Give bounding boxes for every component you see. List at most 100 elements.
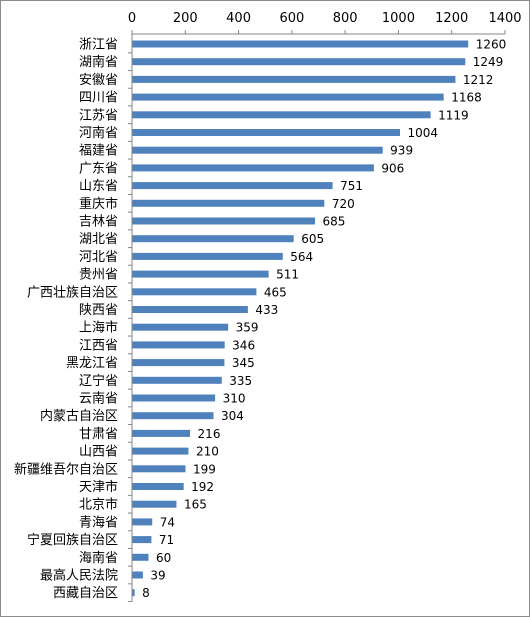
category-label: 贵州省 [79, 268, 118, 283]
data-label: 1119 [438, 108, 469, 122]
category-label: 湖南省 [79, 54, 118, 70]
x-tick-label: 1200 [435, 11, 468, 26]
bar [132, 129, 400, 136]
category-label: 陕西省 [79, 303, 118, 318]
category-label: 江苏省 [79, 107, 118, 123]
data-label: 346 [232, 338, 255, 352]
bar [132, 199, 325, 207]
data-label: 465 [264, 285, 287, 299]
category-label: 内蒙古自治区 [40, 408, 118, 424]
data-label: 1260 [476, 38, 507, 52]
x-tick-label: 200 [173, 11, 198, 26]
bar [132, 536, 152, 544]
data-label: 74 [160, 515, 175, 529]
data-label: 1004 [407, 126, 438, 140]
category-label: 北京市 [79, 497, 118, 513]
data-label: 906 [381, 161, 404, 175]
data-label: 1168 [451, 91, 482, 105]
category-label: 上海市 [79, 320, 118, 336]
data-label: 165 [184, 498, 207, 512]
data-label: 359 [236, 321, 259, 335]
category-label: 山东省 [79, 179, 118, 194]
category-label: 重庆市 [79, 196, 118, 212]
bar [132, 429, 191, 437]
category-label: 黑龙江省 [66, 356, 118, 371]
bar [132, 93, 444, 101]
bar [132, 553, 149, 561]
x-tick-label: 1000 [382, 11, 415, 26]
category-label: 湖北省 [79, 232, 118, 247]
bar [132, 500, 177, 508]
x-axis: 0 200 400 600 800 1000 1200 1400 [128, 11, 522, 35]
bar [132, 146, 383, 154]
data-label: 939 [390, 144, 413, 158]
bar [132, 394, 216, 402]
bar [132, 412, 214, 420]
category-label: 甘肃省 [79, 427, 118, 442]
category-label: 山西省 [79, 445, 118, 460]
y-axis: 浙江省湖南省安徽省四川省江苏省河南省福建省广东省山东省重庆市吉林省湖北省河北省贵… [14, 34, 133, 603]
bar [132, 518, 153, 526]
category-label: 海南省 [79, 550, 118, 566]
data-label: 720 [332, 197, 355, 211]
category-label: 浙江省 [79, 38, 118, 53]
x-tick-label: 400 [226, 11, 251, 26]
category-label: 广东省 [79, 161, 118, 176]
bar [132, 235, 294, 243]
category-label: 青海省 [79, 515, 118, 530]
data-label: 685 [323, 215, 346, 229]
bar [132, 164, 374, 172]
category-label: 宁夏回族自治区 [27, 532, 118, 548]
category-label: 河北省 [79, 250, 118, 265]
category-label: 江西省 [79, 338, 118, 353]
category-label: 河南省 [79, 125, 118, 141]
data-label: 1249 [473, 55, 504, 69]
data-label: 216 [198, 427, 221, 441]
bar [132, 182, 333, 190]
bar [132, 376, 222, 384]
bar [132, 571, 143, 579]
data-label: 1212 [463, 73, 494, 87]
bar [132, 288, 257, 296]
category-label: 最高人民法院 [40, 568, 118, 584]
category-label: 吉林省 [79, 215, 118, 230]
category-label: 四川省 [79, 91, 118, 106]
data-label: 605 [301, 232, 324, 246]
data-label: 210 [196, 445, 219, 459]
bar [132, 483, 184, 490]
data-label: 564 [290, 250, 313, 264]
x-tick-label: 0 [128, 11, 136, 26]
x-tick-label: 1400 [488, 11, 521, 26]
bar [132, 323, 229, 331]
data-label: 8 [142, 586, 150, 600]
category-label: 新疆维吾尔自治区 [14, 461, 118, 477]
x-tick-label: 600 [279, 11, 304, 26]
bar [132, 589, 135, 597]
category-label: 天津市 [79, 479, 118, 495]
bar [132, 58, 466, 66]
category-label: 福建省 [79, 144, 118, 159]
bar [132, 75, 456, 83]
category-label: 云南省 [79, 391, 118, 407]
data-label: 39 [150, 569, 165, 583]
bar [132, 359, 225, 367]
bar [132, 447, 189, 455]
x-tick-label: 800 [333, 11, 358, 26]
bar [132, 111, 431, 119]
category-label: 广西壮族自治区 [27, 284, 118, 300]
data-label: 60 [156, 551, 171, 565]
bar [132, 341, 225, 349]
data-label: 511 [276, 268, 299, 282]
data-label: 310 [223, 392, 246, 406]
data-label: 71 [159, 533, 174, 547]
bar [132, 306, 248, 313]
data-label: 433 [255, 303, 278, 317]
data-label: 335 [229, 374, 252, 388]
category-label: 西藏自治区 [53, 586, 118, 601]
category-label: 安徽省 [79, 73, 118, 88]
bar [132, 270, 269, 278]
bar [132, 217, 316, 225]
